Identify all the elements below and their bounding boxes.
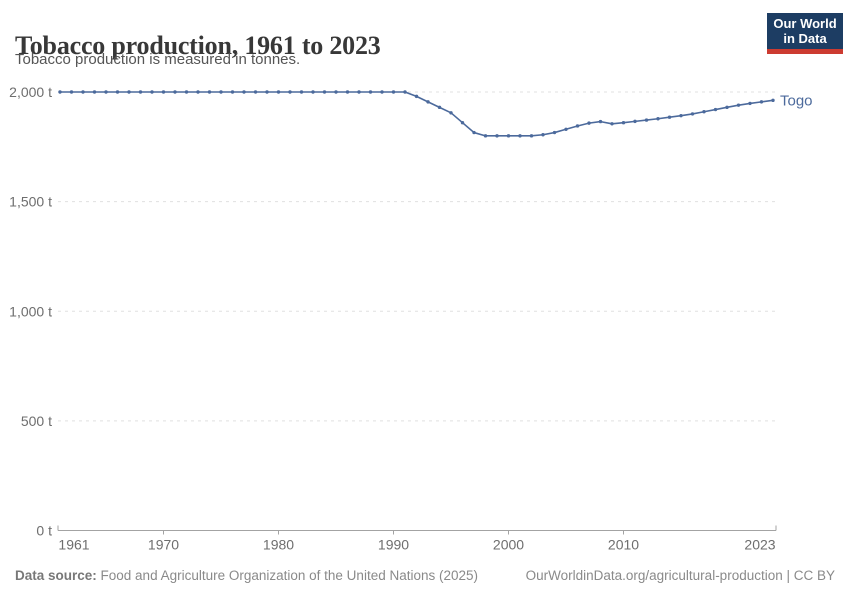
data-point-1968[interactable] [138, 90, 143, 94]
data-point-1985[interactable] [334, 90, 338, 94]
data-point-1965[interactable] [104, 90, 108, 94]
data-point-1978[interactable] [253, 90, 258, 94]
data-point-1981[interactable] [288, 90, 292, 94]
data-point-2011[interactable] [633, 119, 637, 124]
y-tick-label-2000: 2,000 t [9, 84, 52, 100]
owid-logo[interactable]: Our World in Data [767, 13, 843, 54]
y-tick-label-500: 500 t [21, 413, 52, 429]
data-point-2017[interactable] [702, 110, 706, 114]
data-point-2013[interactable] [656, 117, 660, 121]
data-point-1987[interactable] [357, 90, 361, 94]
footer-license-link[interactable]: OurWorldinData.org/agricultural-producti… [525, 568, 835, 583]
data-point-2001[interactable] [518, 134, 522, 138]
data-point-1963[interactable] [81, 90, 85, 94]
data-point-1969[interactable] [150, 90, 154, 94]
data-point-1998[interactable] [483, 134, 488, 138]
x-tick-label-1990: 1990 [378, 537, 409, 553]
data-point-1973[interactable] [196, 90, 200, 94]
data-point-1999[interactable] [495, 134, 499, 138]
x-tick-label-2000: 2000 [493, 537, 524, 553]
data-point-1982[interactable] [299, 90, 304, 94]
data-point-2003[interactable] [541, 133, 545, 137]
data-point-2008[interactable] [598, 119, 603, 124]
data-point-1961[interactable] [58, 90, 62, 94]
data-point-1984[interactable] [322, 90, 327, 94]
data-point-2000[interactable] [506, 134, 511, 138]
data-point-1992[interactable] [414, 94, 419, 99]
data-point-1964[interactable] [92, 90, 97, 94]
data-point-2010[interactable] [621, 120, 626, 125]
data-point-2021[interactable] [748, 101, 752, 106]
data-point-2002[interactable] [529, 134, 534, 138]
data-point-1979[interactable] [265, 90, 269, 94]
data-point-2014[interactable] [667, 115, 672, 119]
data-point-2009[interactable] [610, 122, 614, 126]
data-point-1996[interactable] [460, 120, 465, 125]
data-point-2020[interactable] [736, 103, 741, 107]
data-point-1993[interactable] [426, 100, 430, 104]
data-point-2005[interactable] [564, 127, 568, 131]
data-source-note: Data source: Food and Agriculture Organi… [15, 568, 478, 583]
data-point-1995[interactable] [449, 111, 453, 115]
data-point-1994[interactable] [437, 105, 442, 110]
data-point-1990[interactable] [391, 90, 396, 94]
x-tick-label-2023: 2023 [744, 537, 775, 553]
data-point-2007[interactable] [587, 121, 591, 125]
y-tick-label-1000: 1,000 t [9, 303, 52, 319]
data-point-1991[interactable] [403, 90, 407, 94]
chart-footer: Data source: Food and Agriculture Organi… [15, 568, 835, 583]
data-point-1980[interactable] [276, 90, 281, 94]
data-point-1997[interactable] [472, 130, 476, 135]
data-point-1967[interactable] [127, 90, 131, 94]
owid-logo-line2: in Data [783, 31, 827, 46]
data-point-1962[interactable] [69, 90, 74, 94]
data-point-1972[interactable] [184, 90, 189, 94]
data-point-1989[interactable] [380, 90, 384, 94]
data-point-1966[interactable] [115, 90, 120, 94]
x-tick-label-1961: 1961 [58, 537, 89, 553]
data-point-1977[interactable] [242, 90, 246, 94]
data-point-2019[interactable] [725, 105, 729, 110]
data-point-1974[interactable] [207, 90, 212, 94]
owid-logo-line1: Our World [773, 16, 837, 31]
chart-subtitle: Tobacco production is measured in tonnes… [15, 51, 301, 68]
y-tick-label-0: 0 t [36, 523, 52, 539]
y-tick-label-1500: 1,500 t [9, 194, 52, 210]
data-point-1986[interactable] [345, 90, 350, 94]
data-point-1983[interactable] [311, 90, 315, 94]
chart-title: Tobacco production, 1961 to 2023 [15, 31, 381, 61]
data-point-2004[interactable] [552, 130, 557, 135]
data-point-2015[interactable] [679, 113, 683, 118]
data-point-2006[interactable] [575, 124, 580, 128]
data-point-1970[interactable] [161, 90, 166, 94]
x-tick-label-2010: 2010 [608, 537, 639, 553]
x-tick-label-1970: 1970 [148, 537, 179, 553]
data-point-1971[interactable] [173, 90, 177, 94]
x-tick-label-1980: 1980 [263, 537, 294, 553]
data-point-2022[interactable] [759, 100, 764, 104]
data-point-2012[interactable] [644, 118, 649, 122]
data-source-text: Food and Agriculture Organization of the… [96, 568, 479, 583]
data-point-2016[interactable] [690, 112, 695, 116]
data-point-1975[interactable] [219, 90, 223, 94]
data-point-2018[interactable] [713, 107, 718, 112]
data-point-1988[interactable] [368, 90, 373, 94]
series-label-togo[interactable]: Togo [780, 92, 813, 109]
series-line-togo[interactable] [60, 91, 774, 137]
data-source-label: Data source: [15, 568, 97, 583]
data-point-1976[interactable] [230, 90, 235, 94]
data-point-2023[interactable] [771, 98, 775, 103]
